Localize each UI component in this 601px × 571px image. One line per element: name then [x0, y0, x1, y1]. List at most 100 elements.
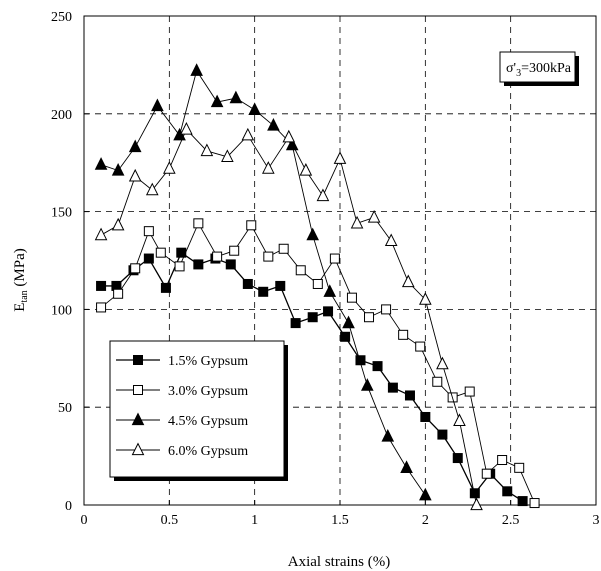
data-point: [404, 390, 415, 401]
data-point: [364, 312, 375, 323]
data-point: [111, 163, 125, 176]
data-point: [96, 302, 107, 313]
data-point: [295, 265, 306, 276]
data-point: [387, 382, 398, 393]
annotation-subscript: 3: [516, 68, 521, 79]
data-point: [193, 259, 204, 270]
legend-marker: [131, 412, 145, 426]
data-point: [419, 292, 432, 305]
data-point: [514, 462, 525, 473]
legend-marker: [133, 355, 143, 365]
data-point: [180, 121, 193, 135]
data-point: [502, 486, 513, 497]
data-point: [210, 94, 224, 108]
x-tick-label: 1: [251, 513, 258, 528]
data-point: [225, 259, 236, 270]
y-tick-label: 50: [58, 401, 72, 416]
data-point: [193, 218, 204, 229]
data-point: [111, 217, 125, 231]
data-point: [229, 245, 240, 256]
legend-item: 6.0% Gypsum: [116, 442, 248, 459]
x-tick-label: 2: [422, 513, 429, 528]
x-tick-label: 0.5: [161, 513, 179, 528]
data-point: [229, 90, 243, 104]
data-point: [145, 182, 159, 196]
data-point: [94, 227, 108, 241]
data-point: [113, 288, 124, 299]
data-point: [333, 151, 347, 164]
legend: 1.5% Gypsum 3.0% Gypsum 4.5% Gypsum 6.0% Gy…: [109, 340, 288, 481]
data-point: [497, 455, 508, 466]
annotation-box: [499, 51, 576, 83]
data-point: [384, 233, 398, 247]
data-point: [432, 376, 443, 387]
ticks: 0 0.5 1 1.5 2 2.5 3 0 50 100 150 200 250: [51, 10, 600, 528]
data-point: [436, 356, 449, 370]
data-point: [346, 292, 357, 303]
data-point: [242, 278, 253, 289]
y-tick-label: 200: [51, 108, 72, 123]
legend-marker: [133, 385, 143, 395]
data-point: [400, 460, 413, 473]
legend-label: 6.0% Gypsum: [168, 444, 248, 459]
data-point: [143, 253, 154, 264]
data-point: [355, 355, 366, 366]
annotation-prime: ': [514, 61, 517, 76]
x-tick-label: 3: [593, 513, 600, 528]
data-point: [381, 304, 392, 315]
data-point: [160, 282, 171, 293]
y-axis-title-main: E: [12, 303, 28, 312]
data-point: [258, 286, 269, 297]
y-tick-label: 250: [51, 10, 72, 25]
data-point: [290, 318, 301, 329]
data-point: [248, 102, 261, 116]
data-point: [350, 215, 364, 229]
legend-marker: [131, 442, 145, 456]
data-point: [470, 497, 483, 511]
data-point: [398, 329, 409, 340]
series-layer: [94, 63, 540, 511]
series-line: [100, 69, 426, 496]
legend-item: 3.0% Gypsum: [116, 384, 248, 399]
condition-annotation: σ'3=300kPa: [499, 51, 579, 86]
x-tick-label: 2.5: [502, 513, 520, 528]
data-point: [267, 118, 280, 131]
data-point: [529, 498, 540, 509]
data-point: [151, 98, 164, 112]
y-axis-title: Etan (MPa): [12, 248, 30, 311]
data-point: [94, 157, 108, 170]
data-point: [437, 429, 448, 440]
annotation-text: σ'3=300kPa: [506, 61, 572, 79]
data-point: [453, 413, 466, 427]
data-point: [299, 163, 313, 176]
y-axis-title-subscript: tan: [19, 290, 30, 302]
data-point: [360, 378, 374, 391]
data-point: [323, 306, 334, 317]
data-point: [517, 496, 528, 507]
data-point: [275, 280, 286, 291]
y-tick-label: 100: [51, 303, 72, 318]
annotation-value: =300kPa: [521, 61, 572, 76]
x-tick-label: 0: [81, 513, 88, 528]
data-point: [190, 63, 203, 76]
data-point: [372, 361, 383, 372]
data-point: [481, 468, 492, 479]
data-point: [452, 453, 463, 464]
data-point: [212, 251, 223, 262]
data-point: [367, 209, 381, 223]
data-point: [381, 429, 395, 442]
y-tick-label: 150: [51, 206, 72, 221]
data-point: [282, 129, 296, 143]
data-point: [241, 127, 255, 141]
data-point: [419, 487, 432, 501]
series-line: [100, 128, 477, 506]
data-point: [163, 161, 176, 174]
data-point: [306, 227, 320, 241]
data-point: [155, 247, 166, 258]
x-axis-title: Axial strains (%): [288, 554, 390, 570]
data-point: [221, 149, 234, 162]
data-point: [323, 284, 337, 297]
annotation-sigma: σ: [506, 61, 514, 76]
data-point: [329, 253, 340, 264]
